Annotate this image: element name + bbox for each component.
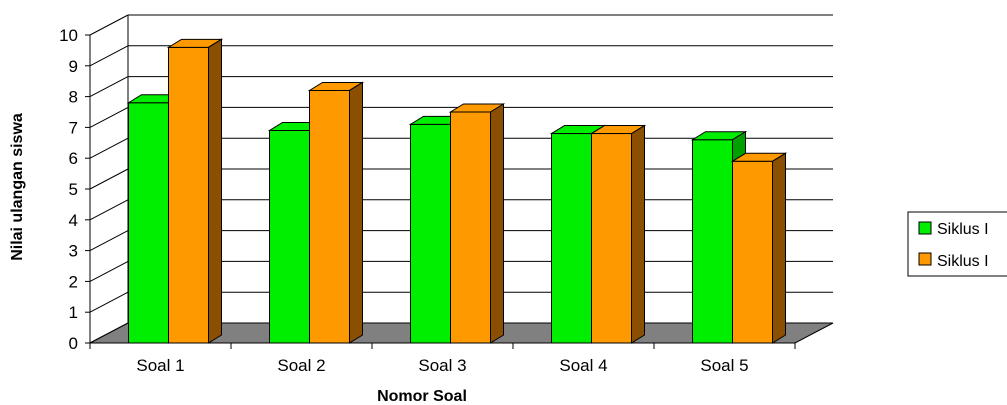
bar-side [631, 124, 645, 344]
y-tick-label: 2 [69, 272, 78, 291]
y-tick-labels: 0 1 2 3 4 5 6 7 8 9 10 [59, 26, 78, 353]
y-axis-title: Nilai ulangan siswa [9, 113, 26, 261]
side-wall-line [89, 45, 129, 67]
side-wall-line [89, 168, 129, 190]
side-wall-line [89, 260, 129, 282]
y-tick-label: 9 [69, 57, 78, 76]
legend-swatch-series-1 [918, 221, 932, 235]
x-tick-label: Soal 4 [559, 356, 607, 375]
side-wall-line [89, 137, 129, 159]
bar-front [309, 89, 350, 344]
y-tick-label: 1 [69, 303, 78, 322]
side-wall-line [89, 76, 129, 98]
bar-front [410, 123, 451, 344]
y-tick-label: 10 [59, 26, 78, 45]
y-tick-label: 8 [69, 88, 78, 107]
x-tick-labels: Soal 1 Soal 2 Soal 3 Soal 4 Soal 5 [136, 356, 748, 375]
bar-front [269, 129, 310, 344]
side-wall-line [89, 199, 129, 221]
bar [730, 152, 788, 344]
legend-label-series-1: Siklus I [937, 221, 989, 238]
x-tick-label: Soal 2 [277, 356, 325, 375]
bar-front [128, 102, 169, 344]
bars-layer [126, 38, 788, 344]
x-tick-label: Soal 1 [136, 356, 184, 375]
x-tick-label: Soal 5 [700, 356, 748, 375]
side-wall-line [89, 291, 129, 313]
y-tick-label: 0 [69, 334, 78, 353]
bar-side [208, 38, 222, 344]
bar-front [551, 133, 592, 344]
y-tick-label: 5 [69, 180, 78, 199]
bar-front [692, 139, 733, 344]
bar-side [349, 81, 363, 344]
bar-side [772, 152, 786, 344]
y-tick-label: 4 [69, 211, 78, 230]
x-axis-title: Nomor Soal [377, 388, 467, 405]
bar [448, 103, 506, 344]
legend-label-series-2: Siklus I [937, 253, 989, 270]
y-tick-label: 6 [69, 149, 78, 168]
bar [307, 81, 365, 344]
bar [589, 124, 647, 344]
x-tick-label: Soal 3 [418, 356, 466, 375]
bar-front [732, 160, 773, 344]
y-tick-label: 3 [69, 242, 78, 261]
bar-front [168, 46, 209, 344]
bar [166, 38, 224, 344]
bar-front [591, 133, 632, 344]
axes [85, 34, 796, 349]
legend: Siklus I Siklus I [907, 211, 1007, 277]
side-wall-line [89, 106, 129, 128]
side-wall-line [89, 14, 129, 36]
bar-front [450, 111, 491, 344]
bar-side [490, 103, 504, 344]
y-tick-label: 7 [69, 118, 78, 137]
legend-swatch-series-2 [918, 252, 932, 266]
side-wall-line [89, 230, 129, 252]
